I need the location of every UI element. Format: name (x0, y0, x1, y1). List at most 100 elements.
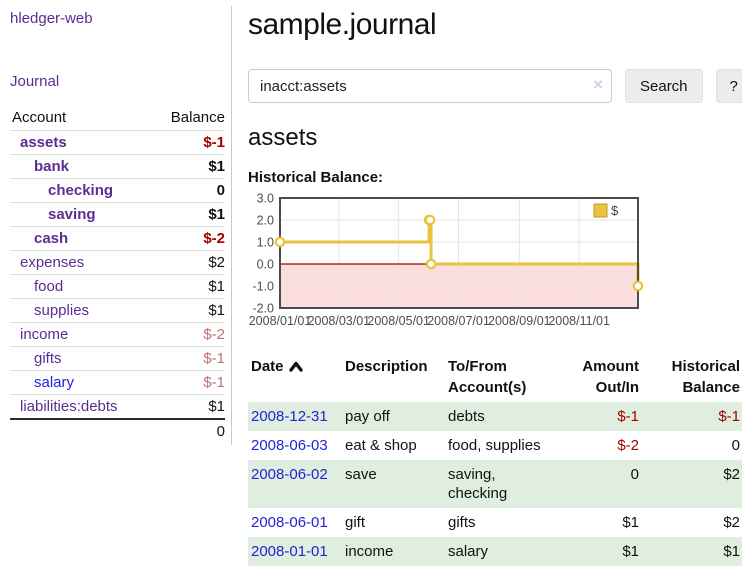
register-accounts: food, supplies (448, 437, 541, 454)
search-button[interactable]: Search (625, 69, 703, 103)
register-description: eat & shop (345, 437, 417, 454)
chart-data-point (632, 280, 644, 292)
accounts-total-spacer (10, 418, 152, 443)
account-balance: $-2 (151, 226, 225, 251)
register-amount: 0 (630, 466, 639, 483)
account-row: checking 0 (10, 178, 225, 203)
account-row: supplies $1 (10, 298, 225, 323)
account-row: saving $1 (10, 202, 225, 227)
register-header-row: Date Description To/From Account(s) Amou… (248, 353, 742, 402)
account-balance: $-1 (151, 370, 225, 395)
page-title: sample.journal (248, 8, 437, 41)
svg-text:2.0: 2.0 (257, 214, 274, 228)
chart-data-point (424, 214, 436, 226)
svg-text:0.0: 0.0 (257, 258, 274, 272)
account-heading: assets (248, 124, 318, 151)
register-header-date[interactable]: Date (248, 353, 345, 402)
account-link[interactable]: checking (48, 182, 114, 199)
register-amount: $1 (622, 514, 639, 531)
register-description: income (345, 543, 394, 560)
account-link[interactable]: food (34, 278, 64, 295)
register-header-date-label: Date (251, 358, 284, 375)
sidebar-item-journal[interactable]: Journal (10, 73, 60, 90)
account-link[interactable]: liabilities:debts (20, 398, 118, 415)
register-row: 2008-12-31 pay off debts $-1 $-1 (248, 402, 742, 431)
account-link[interactable]: cash (34, 230, 69, 247)
register-table: Date Description To/From Account(s) Amou… (248, 353, 742, 566)
register-header-amount: Amount Out/In (582, 358, 639, 396)
account-link[interactable]: assets (20, 134, 67, 151)
legend-swatch (593, 203, 608, 218)
account-row: expenses $2 (10, 250, 225, 275)
chart-data-point (274, 236, 286, 248)
historical-balance-chart: $3.0 2.0 1.0 0.0 -1.0 -2.0 2008/01/01 2008/03/0… (248, 192, 652, 339)
svg-text:2008/09/01: 2008/09/01 (488, 314, 551, 328)
svg-text:2008/03/01: 2008/03/01 (308, 314, 371, 328)
account-link[interactable]: supplies (34, 302, 90, 319)
chart-title: Historical Balance: (248, 169, 384, 186)
register-description: gift (345, 514, 366, 531)
svg-text:-2.0: -2.0 (252, 302, 274, 316)
account-row: salary $-1 (10, 370, 225, 395)
register-header-accounts: To/From Account(s) (448, 358, 527, 396)
clear-search-icon[interactable]: × (593, 75, 603, 94)
account-link[interactable]: bank (34, 158, 70, 175)
sort-ascending-icon (288, 361, 303, 372)
account-link[interactable]: gifts (34, 350, 62, 367)
account-row: assets $-1 (10, 130, 225, 155)
register-accounts: gifts (448, 514, 476, 531)
register-balance: 0 (731, 437, 740, 454)
account-balance: $1 (151, 274, 225, 299)
account-link[interactable]: salary (34, 374, 75, 391)
accounts-header-row: Account Balance (10, 106, 225, 131)
accounts-total-value: 0 (151, 418, 225, 443)
account-balance: $-1 (151, 130, 225, 155)
account-balance: $1 (151, 154, 225, 179)
svg-text:2008/01/01: 2008/01/01 (249, 314, 312, 328)
account-balance: $1 (151, 202, 225, 227)
accounts-total-row: 0 (10, 418, 225, 443)
account-link[interactable]: expenses (20, 254, 85, 271)
sidebar: hledger-web Journal Account Balance asse… (0, 6, 232, 445)
register-amount: $-1 (617, 408, 639, 425)
register-row: 2008-01-01 income salary $1 $1 (248, 537, 742, 566)
legend-label: $ (611, 203, 619, 218)
help-button[interactable]: ? (715, 69, 742, 103)
register-accounts: salary (448, 543, 489, 560)
register-accounts: saving, checking (448, 466, 508, 502)
account-balance: 0 (151, 178, 225, 203)
account-balance: $-1 (151, 346, 225, 371)
account-balance: $1 (151, 394, 225, 419)
register-description: pay off (345, 408, 390, 425)
register-description: save (345, 466, 377, 483)
register-header-description: Description (345, 358, 428, 375)
search-bar: × Search ? (248, 69, 742, 103)
account-balance: $-2 (151, 322, 225, 347)
app-window: hledger-web Journal Account Balance asse… (0, 6, 742, 566)
account-link[interactable]: income (20, 326, 69, 343)
register-date-link[interactable]: 2008-06-03 (251, 437, 328, 454)
account-row: liabilities:debts $1 (10, 394, 225, 419)
brand-link[interactable]: hledger-web (10, 10, 93, 27)
search-input[interactable] (248, 69, 612, 103)
register-balance: $1 (723, 543, 740, 560)
register-date-link[interactable]: 2008-06-02 (251, 466, 328, 483)
svg-text:-1.0: -1.0 (252, 280, 274, 294)
register-row: 2008-06-02 save saving, checking 0 $2 (248, 460, 742, 508)
accounts-table: Account Balance assets $-1 bank $1 checking 0… (10, 106, 225, 443)
account-row: food $1 (10, 274, 225, 299)
register-accounts: debts (448, 408, 485, 425)
svg-text:2008/05/01: 2008/05/01 (367, 314, 430, 328)
account-link[interactable]: saving (48, 206, 96, 223)
account-balance: $2 (151, 250, 225, 275)
account-row: bank $1 (10, 154, 225, 179)
chart-data-point (425, 258, 437, 270)
register-balance: $-1 (718, 408, 740, 425)
register-row: 2008-06-01 gift gifts $1 $2 (248, 508, 742, 537)
register-balance: $2 (723, 514, 740, 531)
register-date-link[interactable]: 2008-12-31 (251, 408, 328, 425)
account-row: income $-2 (10, 322, 225, 347)
register-date-link[interactable]: 2008-01-01 (251, 543, 328, 560)
register-date-link[interactable]: 2008-06-01 (251, 514, 328, 531)
account-row: gifts $-1 (10, 346, 225, 371)
